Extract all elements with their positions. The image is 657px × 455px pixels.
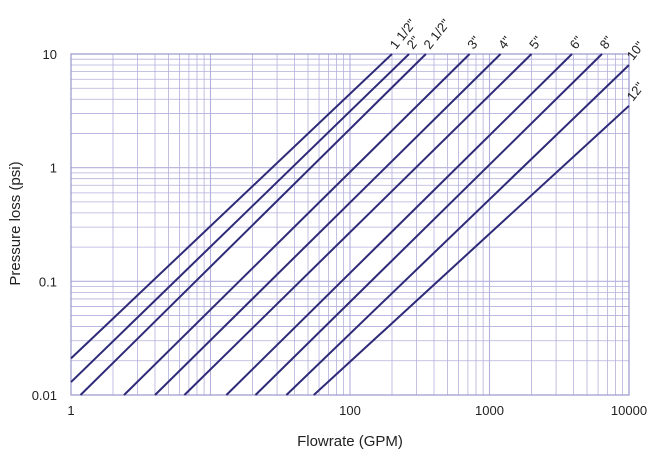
series-line <box>154 53 502 396</box>
series-line <box>70 53 410 383</box>
x-tick-label: 1 <box>67 403 74 418</box>
y-axis: 10 1 0.1 0.01 <box>32 47 57 403</box>
series-line <box>254 53 603 396</box>
series-line <box>123 53 471 396</box>
x-tick-label: 1000 <box>475 403 504 418</box>
series-line <box>183 53 533 396</box>
series-line <box>225 53 573 396</box>
series-line <box>79 53 427 396</box>
y-tick-label: 10 <box>43 47 57 62</box>
series-line <box>285 64 630 396</box>
x-tick-label: 100 <box>339 403 361 418</box>
y-tick-label: 1 <box>50 161 57 176</box>
series-line <box>313 105 630 396</box>
y-tick-label: 0.1 <box>39 274 57 289</box>
series-line <box>70 53 393 360</box>
series-group <box>70 53 630 396</box>
plot-border <box>70 53 630 396</box>
x-axis-title: Flowrate (GPM) <box>297 433 403 450</box>
y-tick-label: 0.01 <box>32 388 57 403</box>
x-axis: 1 100 1000 10000 <box>67 403 647 418</box>
x-tick-label: 10000 <box>611 403 647 418</box>
plot-frame <box>70 53 630 396</box>
y-axis-title: Pressure loss (psi) <box>7 161 24 285</box>
